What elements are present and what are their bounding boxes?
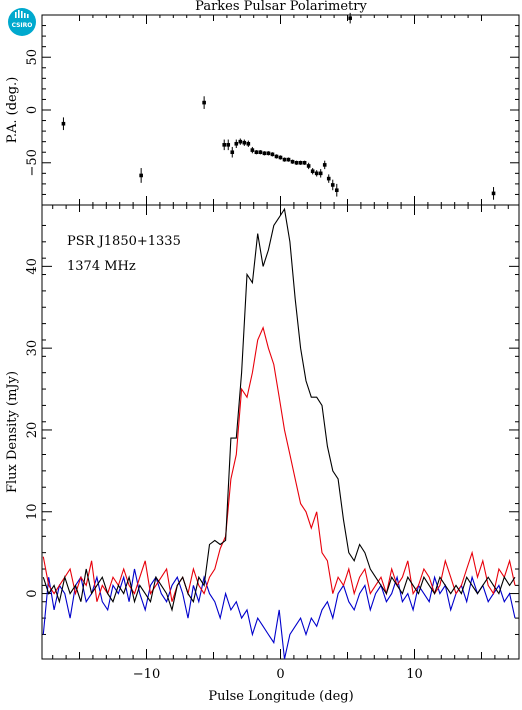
csiro-logo: CSIRO	[8, 8, 36, 36]
pa-point	[314, 170, 319, 177]
csiro-logo-bars-icon	[15, 10, 29, 18]
flux-y-axis-label: Flux Density (mJy)	[5, 371, 20, 493]
pa-point	[258, 150, 263, 155]
pa-point	[286, 157, 291, 162]
pa-point	[298, 160, 303, 165]
flux-x-tick-label: −10	[133, 667, 160, 682]
pa-point	[238, 138, 243, 145]
flux-series-lines	[42, 207, 516, 659]
flux-series-line-0	[42, 207, 516, 612]
flux-y-tick-label: 10	[25, 503, 40, 520]
pa-panel-ticks	[42, 15, 519, 205]
pa-point	[246, 140, 251, 147]
pa-point	[322, 160, 327, 170]
pa-point	[330, 179, 335, 191]
pa-point	[348, 12, 352, 24]
pa-point	[306, 162, 311, 170]
pa-point	[274, 154, 279, 159]
flux-x-axis-label: Pulse Longitude (deg)	[208, 689, 353, 704]
pa-point	[230, 146, 235, 158]
csiro-logo-text: CSIRO	[12, 22, 33, 29]
pa-point	[334, 183, 339, 197]
pa-point	[318, 169, 323, 178]
chart-title: Parkes Pulsar Polarimetry	[195, 0, 367, 14]
pa-point	[250, 146, 255, 154]
pa-point	[266, 151, 271, 156]
pa-point	[294, 160, 299, 165]
flux-y-tick-labels: 0 10 20 30 40	[25, 258, 40, 598]
flux-x-tick-labels: −10 0 10	[133, 667, 423, 682]
frequency-annotation: 1374 MHz	[67, 259, 136, 274]
flux-y-tick-label: 20	[25, 422, 40, 439]
flux-y-tick-label: 40	[25, 258, 40, 275]
pa-point	[234, 139, 239, 148]
flux-y-tick-label: 30	[25, 340, 40, 357]
pa-point	[290, 159, 295, 164]
pa-point	[242, 139, 247, 146]
pa-y-axis-label: P.A. (deg.)	[5, 77, 20, 144]
pa-point	[326, 174, 331, 183]
pa-point	[302, 160, 307, 165]
pa-point	[61, 117, 66, 131]
pa-y-tick-label: 50	[25, 49, 40, 66]
flux-x-tick-label: 10	[406, 667, 423, 682]
pa-point	[491, 187, 496, 200]
pa-panel-frame	[41, 14, 520, 206]
pa-point	[139, 168, 143, 183]
flux-series-line-1	[42, 326, 516, 602]
pa-point	[310, 168, 315, 175]
pa-y-tick-labels: 50 0 −50	[25, 49, 40, 177]
pa-point	[262, 151, 267, 156]
pa-point	[222, 139, 227, 151]
pa-point	[254, 150, 259, 155]
flux-series-line-2	[42, 568, 516, 659]
pa-point	[202, 96, 206, 109]
pa-y-tick-label: 0	[25, 106, 40, 114]
flux-panel-ticks	[42, 205, 519, 659]
pa-point	[270, 152, 275, 157]
pa-point	[278, 155, 283, 160]
pa-points	[61, 12, 496, 200]
pa-point	[226, 139, 231, 151]
flux-y-tick-label: 0	[25, 589, 40, 597]
pa-point	[282, 157, 287, 162]
flux-x-tick-label: 0	[276, 667, 284, 682]
psr-name-annotation: PSR J1850+1335	[67, 234, 181, 249]
pa-y-tick-label: −50	[25, 149, 40, 176]
